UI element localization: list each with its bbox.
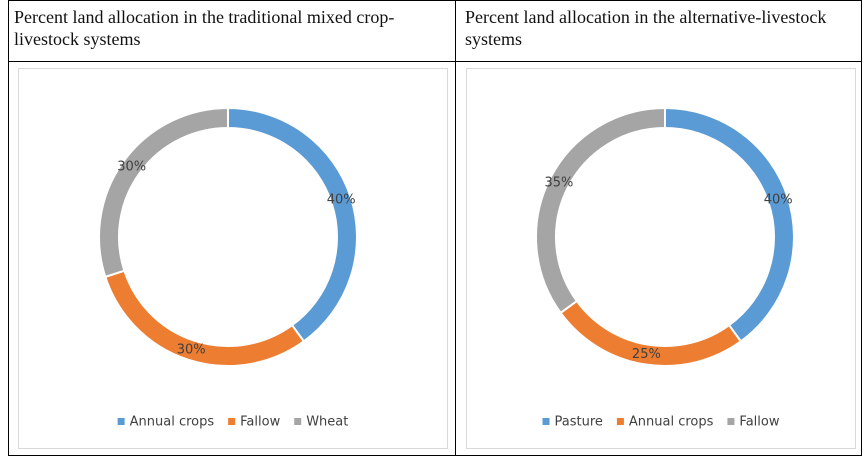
- chart-title: Percent land allocation in the alternati…: [465, 7, 827, 49]
- legend-swatch: [727, 418, 735, 425]
- data-label: 35%: [545, 175, 574, 190]
- data-label: 30%: [177, 343, 206, 358]
- legend-swatch: [542, 418, 550, 425]
- chart-frame: [18, 68, 448, 449]
- data-label: 40%: [764, 193, 793, 208]
- legend-swatch: [616, 418, 624, 425]
- data-label: 25%: [632, 347, 661, 362]
- donut-segment: [98, 106, 229, 279]
- donut-segment: [227, 106, 358, 343]
- legend-label: Annual crops: [629, 415, 714, 430]
- legend-label: Pasture: [555, 415, 603, 430]
- legend-swatch: [117, 418, 125, 425]
- legend-swatch: [228, 418, 236, 425]
- chart-title: Percent land allocation in the tradition…: [14, 7, 395, 49]
- chart-frame: [466, 68, 856, 449]
- legend-swatch: [294, 418, 302, 425]
- donut-segment: [535, 106, 666, 315]
- legend-label: Wheat: [306, 415, 348, 430]
- legend-label: Fallow: [739, 415, 779, 430]
- legend-label: Annual crops: [130, 415, 215, 430]
- data-label: 40%: [327, 193, 356, 208]
- data-label: 30%: [117, 160, 146, 175]
- donut-segment: [664, 106, 795, 343]
- legend-label: Fallow: [240, 415, 280, 430]
